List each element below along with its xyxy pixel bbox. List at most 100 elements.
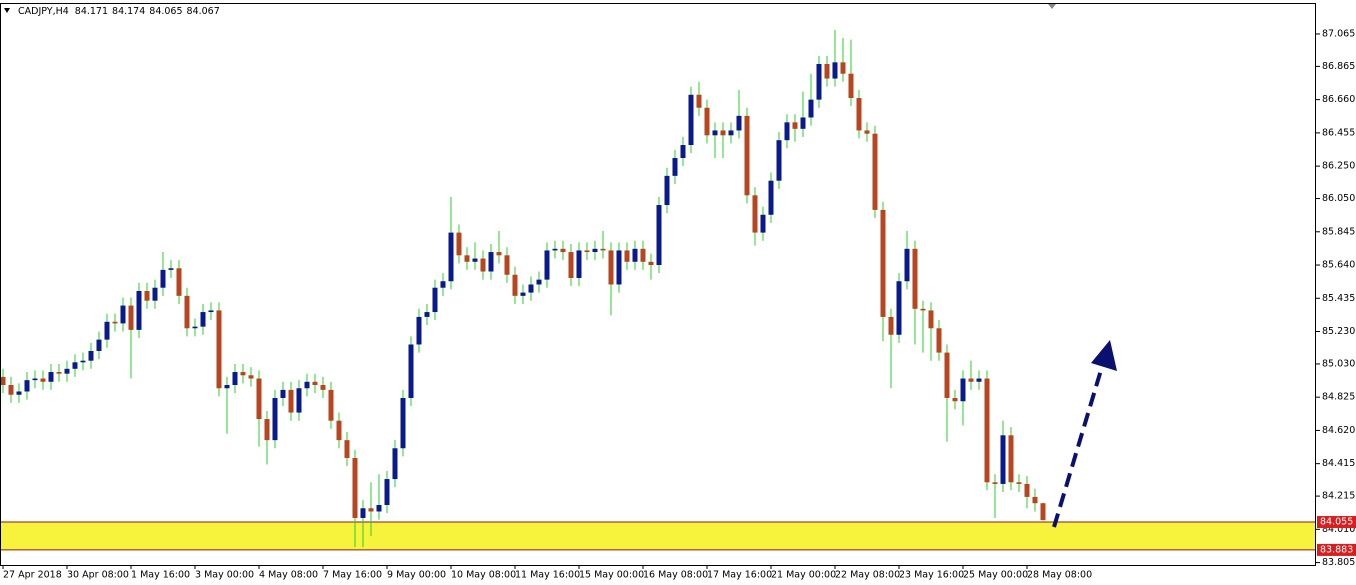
candle-body [1016,482,1022,484]
candle-body [872,133,878,210]
candle-body [632,248,638,262]
candle-body [448,232,454,282]
candle-body [72,362,78,369]
candle-body [200,312,206,327]
candle-body [360,508,366,518]
candle-body [280,389,286,398]
candle-body [120,305,126,324]
candle-body [488,252,494,272]
candle-body [880,209,886,317]
arrow-head [1091,340,1117,371]
candle-body [512,274,518,296]
x-tick-label: 9 May 00:00 [387,570,446,581]
candle-body [160,269,166,288]
header-open: 84.171 [75,6,108,17]
candle-body [680,145,686,159]
candle-body [320,385,326,390]
chart-header: CADJPY,H4 84.171 84.174 84.065 84.067 [18,6,220,17]
candle-body [616,250,622,285]
candle-body [840,62,846,74]
candle-body [1008,435,1014,483]
candle-body [816,63,822,100]
candle-body [768,180,774,215]
candle-body [776,140,782,181]
candle-body [240,372,246,376]
candle-body [976,378,982,382]
candle-body [928,310,934,329]
candle-body [96,339,102,351]
candle-body [600,248,606,251]
candle-body [824,63,830,79]
candle-body [424,312,430,317]
candles [0,29,1046,548]
candle-body [376,505,382,512]
shift-marker [1048,4,1056,9]
price-label: 83.883 [1320,544,1353,555]
candle-body [128,305,134,330]
header-low: 84.065 [149,6,182,17]
x-tick-label: 7 May 16:00 [323,570,382,581]
candle-body [944,352,950,398]
plot-border [0,3,1316,566]
candle-body [584,250,590,253]
x-tick-label: 3 May 00:00 [195,570,254,581]
candle-body [528,284,534,293]
candle-body [352,457,358,518]
y-tick-label: 84.620 [1322,425,1355,436]
candle-body [440,281,446,288]
candle-body [0,376,6,386]
candle-body [984,378,990,483]
candle-body [40,378,46,382]
candle-body [288,389,294,413]
x-tick-label: 28 May 08:00 [1027,570,1092,581]
candle-body [304,381,310,389]
candle-body [272,397,278,441]
candle-body [104,321,110,340]
candle-body [224,385,230,389]
candle-body [392,448,398,480]
candle-body [152,287,158,301]
y-tick-label: 87.065 [1322,28,1355,39]
candle-body [56,372,62,374]
candle-body [888,316,894,335]
candle-body [640,248,646,262]
candle-body [952,397,958,402]
candle-body [856,98,862,131]
candle-body [832,62,838,79]
candle-body [904,248,910,282]
x-tick-label: 23 May 16:00 [899,570,964,581]
y-tick-label: 85.845 [1322,226,1355,237]
candle-body [664,175,670,206]
candle-body [568,252,574,279]
candle-body [264,419,270,441]
candle-body [216,310,222,389]
candle-body [608,250,614,285]
support-zone [0,522,1316,550]
candle-body [496,252,502,256]
candle-body [560,248,566,253]
candle-body [552,248,558,251]
y-tick-label: 84.215 [1322,491,1355,502]
candle-body [48,372,54,382]
y-tick-label: 85.435 [1322,293,1355,304]
x-tick-label: 16 May 08:00 [643,570,708,581]
candle-body [696,94,702,108]
candle-body [192,326,198,329]
candle-body [168,268,174,270]
candle-body [1032,496,1038,504]
candle-body [704,107,710,136]
candle-body [736,115,742,131]
candle-body [744,115,750,196]
candle-body [24,380,30,392]
candle-body [248,375,254,379]
candle-body [336,420,342,441]
candle-body [464,255,470,262]
candle-body [344,440,350,458]
candle-body [808,99,814,118]
arrow-shaft [1052,369,1103,528]
candle-body [144,290,150,301]
candle-body [472,258,478,262]
candle-body [920,308,926,311]
